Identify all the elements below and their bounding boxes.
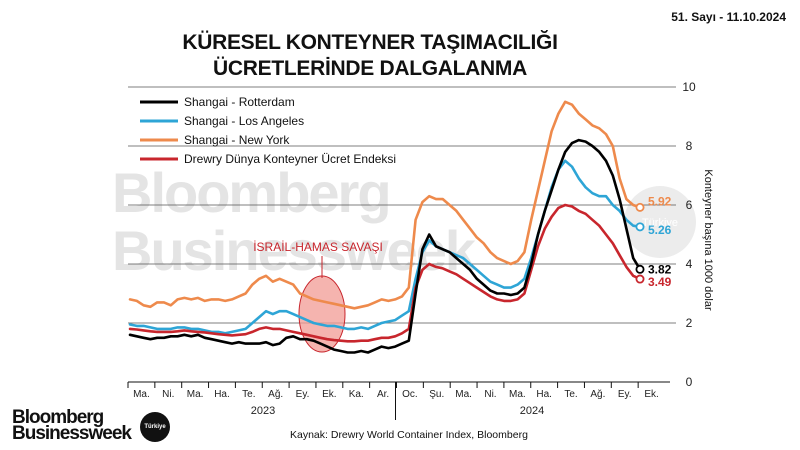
- end-label-3: 3.49: [648, 275, 672, 289]
- year-label-2023: 2023: [251, 405, 275, 417]
- annotation-label: İSRAİL-HAMAS SAVAŞI: [253, 240, 383, 254]
- watermark-badge-text: Türkiye: [642, 217, 678, 229]
- y-tick-label-1: 2: [686, 316, 693, 330]
- end-label-1: 5.26: [648, 223, 672, 237]
- x-tick-label-0: Ma.: [133, 389, 150, 400]
- brand-logo-line-1: Bloomberg: [12, 407, 104, 428]
- brand-badge: Türkiye: [140, 412, 170, 442]
- legend-label-0: Shangai - Rotterdam: [184, 95, 295, 109]
- x-tick-label-12: Ma.: [455, 389, 472, 400]
- source-note: Kaynak: Drewry World Container Index, Bl…: [290, 429, 528, 441]
- end-marker-0: [635, 264, 645, 274]
- y-tick-label-5: 10: [682, 80, 696, 94]
- x-tick-label-9: Ar.: [377, 389, 389, 400]
- x-tick-label-16: Te.: [564, 389, 577, 400]
- legend-label-1: Shangai - Los Angeles: [184, 114, 304, 128]
- x-tick-label-6: Ey.: [296, 389, 310, 400]
- y-axis-label: Konteyner başına 1000 dolar: [702, 169, 714, 311]
- end-marker-1: [635, 222, 645, 232]
- y-tick-label-0: 0: [686, 375, 693, 389]
- x-tick-label-13: Ni.: [484, 389, 496, 400]
- x-tick-label-14: Ma.: [509, 389, 526, 400]
- x-tick-label-5: Ağ.: [268, 389, 283, 400]
- brand-logo: Bloomberg Businessweek: [12, 407, 132, 444]
- x-tick-label-8: Ka.: [349, 389, 364, 400]
- end-label-2: 5.92: [648, 194, 672, 208]
- x-tick-label-15: Ha.: [536, 389, 552, 400]
- x-tick-label-11: Şu.: [429, 389, 444, 400]
- legend-label-2: Shangai - New York: [184, 133, 290, 147]
- x-tick-label-17: Ağ.: [590, 389, 605, 400]
- series-line-2: [128, 100, 642, 310]
- x-tick-label-19: Ek.: [644, 389, 658, 400]
- series-line-0: [128, 138, 642, 354]
- x-tick-label-4: Te.: [242, 389, 255, 400]
- end-marker-3: [635, 274, 645, 284]
- series-line-3: [128, 203, 642, 343]
- year-label-2024: 2024: [520, 405, 544, 417]
- x-tick-label-3: Ha.: [214, 389, 230, 400]
- end-label-0: 3.82: [648, 262, 672, 276]
- y-tick-label-4: 8: [686, 139, 693, 153]
- x-tick-label-1: Ni.: [162, 389, 174, 400]
- x-tick-label-10: Oc.: [402, 389, 418, 400]
- end-marker-2: [635, 202, 645, 212]
- chart-title-line-1: KÜRESEL KONTEYNER TAŞIMACILIĞI: [182, 31, 558, 54]
- issue-label: 51. Sayı - 11.10.2024: [671, 10, 786, 24]
- chart-title: KÜRESEL KONTEYNER TAŞIMACILIĞI ÜCRETLERİ…: [160, 30, 580, 82]
- x-tick-label-18: Ey.: [618, 389, 632, 400]
- x-tick-label-7: Ek.: [322, 389, 336, 400]
- x-tick-label-2: Ma.: [187, 389, 204, 400]
- watermark-line-1: Bloomberg: [112, 161, 390, 224]
- y-tick-label-3: 6: [686, 198, 693, 212]
- legend-label-3: Drewry Dünya Konteyner Ücret Endeksi: [184, 152, 396, 166]
- y-tick-label-2: 4: [686, 257, 693, 271]
- chart-title-line-2: ÜCRETLERİNDE DALGALANMA: [213, 57, 527, 80]
- brand-logo-line-2: Businessweek: [12, 423, 132, 444]
